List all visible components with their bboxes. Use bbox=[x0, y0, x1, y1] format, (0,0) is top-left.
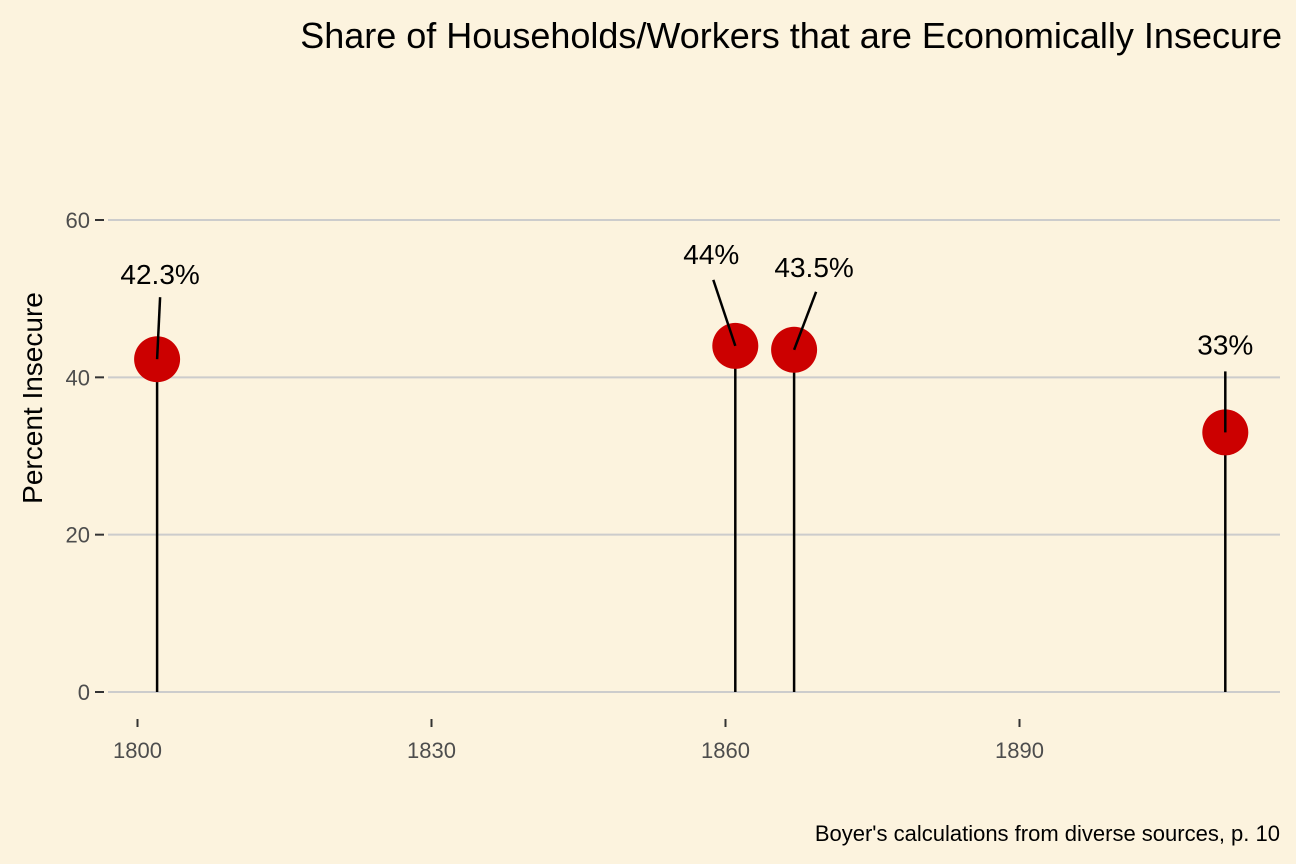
x-tick-label: 1890 bbox=[995, 738, 1044, 763]
y-axis: 0 20 40 60 bbox=[66, 208, 104, 705]
data-label: 43.5% bbox=[774, 252, 853, 283]
label-leader bbox=[155, 297, 162, 360]
label-leader bbox=[712, 279, 737, 347]
y-tick-label: 0 bbox=[78, 680, 90, 705]
y-axis-label: Percent Insecure bbox=[17, 292, 48, 504]
grid-layer bbox=[108, 219, 1280, 693]
x-tick-label: 1830 bbox=[407, 738, 456, 763]
label-leader bbox=[792, 291, 818, 351]
labels-layer: 42.3% 44% 43.5% 33% bbox=[120, 239, 1253, 433]
x-tick-label: 1860 bbox=[701, 738, 750, 763]
y-tick-label: 40 bbox=[66, 365, 90, 390]
marks-layer bbox=[134, 322, 1249, 692]
data-label: 42.3% bbox=[120, 259, 199, 290]
data-label: 33% bbox=[1197, 329, 1253, 360]
chart-title: Share of Households/Workers that are Eco… bbox=[300, 15, 1282, 56]
x-tick-label: 1800 bbox=[113, 738, 162, 763]
y-tick-label: 20 bbox=[66, 523, 90, 548]
data-label: 44% bbox=[683, 239, 739, 270]
x-axis: 1800 1830 1860 1890 bbox=[113, 719, 1044, 763]
y-tick-label: 60 bbox=[66, 208, 90, 233]
chart-caption: Boyer's calculations from diverse source… bbox=[815, 821, 1280, 846]
